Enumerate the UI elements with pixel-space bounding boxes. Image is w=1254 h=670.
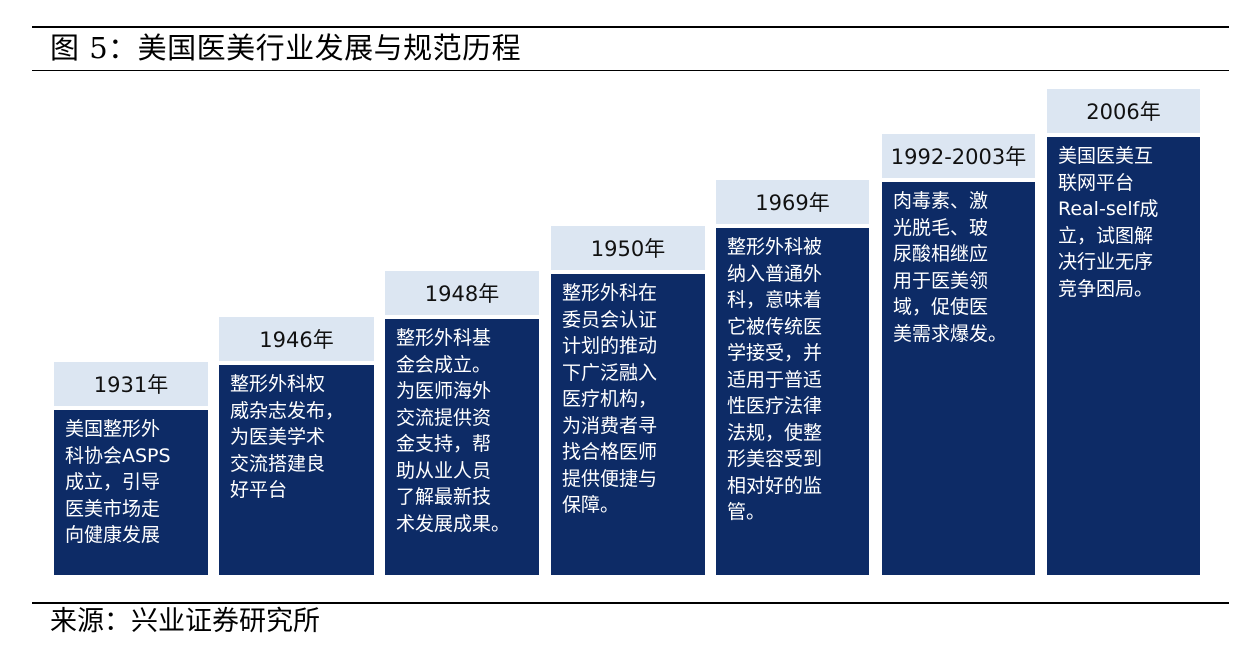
description-line: 尿酸相继应	[893, 243, 989, 265]
timeline-description: 整形外科权威杂志发布， 为医美学术交流搭建良好平台	[219, 365, 374, 575]
description-line: 助从业人员	[396, 459, 492, 482]
title-bottom-rule	[32, 70, 1229, 71]
description-line: 联网平台	[1058, 171, 1135, 194]
description-line: 下广泛融入	[562, 361, 658, 384]
description-line: 用于医美领	[893, 269, 989, 292]
source-rule	[32, 602, 1229, 604]
description-line: Real-self成	[1058, 198, 1159, 220]
description-line: 交流搭建良	[230, 452, 326, 475]
timeline-step: 1950年整形外科在委员会认证计划的推动下广泛融入医疗机构， 为消费者寻找合格医师…	[551, 226, 705, 575]
description-line: 肉毒素、激	[893, 190, 989, 212]
description-line: 适用于普适	[727, 368, 823, 391]
timeline-year: 1950年	[551, 226, 705, 270]
description-line: 为消费者寻	[562, 414, 658, 437]
description-line: 术发展成果。	[396, 512, 511, 535]
description-line: 医疗机构，	[562, 388, 658, 410]
description-line: 金支持，帮	[396, 433, 492, 455]
description-line: 为医师海外	[396, 380, 492, 402]
timeline-description: 整形外科在委员会认证计划的推动下广泛融入医疗机构， 为消费者寻找合格医师提供便捷与…	[551, 274, 705, 575]
description-line: 科协会ASPS	[65, 444, 171, 467]
description-line: 向健康发展	[65, 524, 161, 546]
description-line: 交流提供资	[396, 406, 492, 429]
timeline-description: 整形外科被纳入普通外科，意味着它被传统医学接受，并适用于普适性医疗法律法规，使整…	[716, 228, 869, 575]
title-top-rule	[32, 26, 1229, 28]
description-line: 好平台	[230, 479, 288, 501]
figure-title: 图 5：美国医美行业发展与规范历程	[50, 31, 522, 65]
figure-source: 来源：兴业证券研究所	[50, 606, 320, 637]
description-line: 域，促使医	[893, 296, 989, 318]
description-line: 整形外科权	[230, 373, 326, 395]
description-line: 纳入普通外	[727, 262, 823, 285]
timeline-year: 1946年	[219, 317, 374, 361]
timeline-description: 整形外科基金会成立。为医师海外交流提供资金支持，帮助从业人员了解最新技术发展成果…	[385, 319, 539, 575]
timeline-description: 美国医美互联网平台 Real-self成 立，试图解决行业无序竞争困局。	[1047, 137, 1200, 575]
description-line: 它被传统医	[727, 315, 823, 338]
timeline-description: 肉毒素、激光脱毛、玻尿酸相继应用于医美领域，促使医美需求爆发。	[882, 182, 1035, 575]
description-line: 了解最新技	[396, 486, 492, 508]
timeline-step: 1946年整形外科权威杂志发布， 为医美学术交流搭建良好平台	[219, 317, 374, 575]
description-line: 管。	[727, 501, 766, 523]
description-line: 美需求爆发。	[893, 322, 1008, 345]
timeline-step: 1992-2003年肉毒素、激光脱毛、玻尿酸相继应用于医美领域，促使医美需求爆发…	[882, 134, 1035, 575]
description-line: 学接受，并	[727, 342, 823, 364]
description-line: 立，试图解	[1058, 224, 1154, 247]
timeline-year: 1992-2003年	[882, 134, 1035, 178]
description-line: 整形外科基	[396, 327, 492, 349]
description-line: 竞争困局。	[1058, 277, 1154, 300]
timeline-step: 2006年美国医美互联网平台 Real-self成 立，试图解决行业无序竞争困局。	[1047, 89, 1200, 575]
timeline-step: 1969年整形外科被纳入普通外科，意味着它被传统医学接受，并适用于普适性医疗法律…	[716, 180, 869, 575]
description-line: 法规，使整	[727, 421, 823, 444]
description-line: 性医疗法律	[727, 395, 823, 417]
description-line: 威杂志发布，	[230, 399, 345, 422]
description-line: 光脱毛、玻	[893, 216, 989, 239]
description-line: 决行业无序	[1058, 251, 1154, 273]
description-line: 计划的推动	[562, 335, 658, 357]
timeline-step: 1948年整形外科基金会成立。为医师海外交流提供资金支持，帮助从业人员了解最新技…	[385, 271, 539, 575]
timeline-description: 美国整形外科协会ASPS 成立，引导医美市场走向健康发展	[54, 410, 208, 575]
description-line: 美国整形外	[65, 418, 161, 440]
description-line: 保障。	[562, 494, 620, 516]
description-line: 为医美学术	[230, 426, 326, 448]
description-line: 形美容受到	[727, 448, 823, 470]
timeline-year: 1969年	[716, 180, 869, 224]
description-line: 整形外科被	[727, 236, 823, 258]
timeline-year: 1931年	[54, 362, 208, 406]
description-line: 整形外科在	[562, 282, 658, 304]
description-line: 提供便捷与	[562, 467, 658, 490]
description-line: 相对好的监	[727, 474, 823, 497]
description-line: 金会成立。	[396, 353, 492, 376]
timeline-year: 1948年	[385, 271, 539, 315]
timeline-year: 2006年	[1047, 89, 1200, 133]
description-line: 科，意味着	[727, 289, 823, 311]
description-line: 医美市场走	[65, 497, 161, 520]
timeline-step: 1931年美国整形外科协会ASPS 成立，引导医美市场走向健康发展	[54, 362, 208, 575]
description-line: 美国医美互	[1058, 145, 1154, 167]
description-line: 委员会认证	[562, 308, 658, 331]
description-line: 找合格医师	[562, 441, 658, 463]
description-line: 成立，引导	[65, 471, 161, 493]
